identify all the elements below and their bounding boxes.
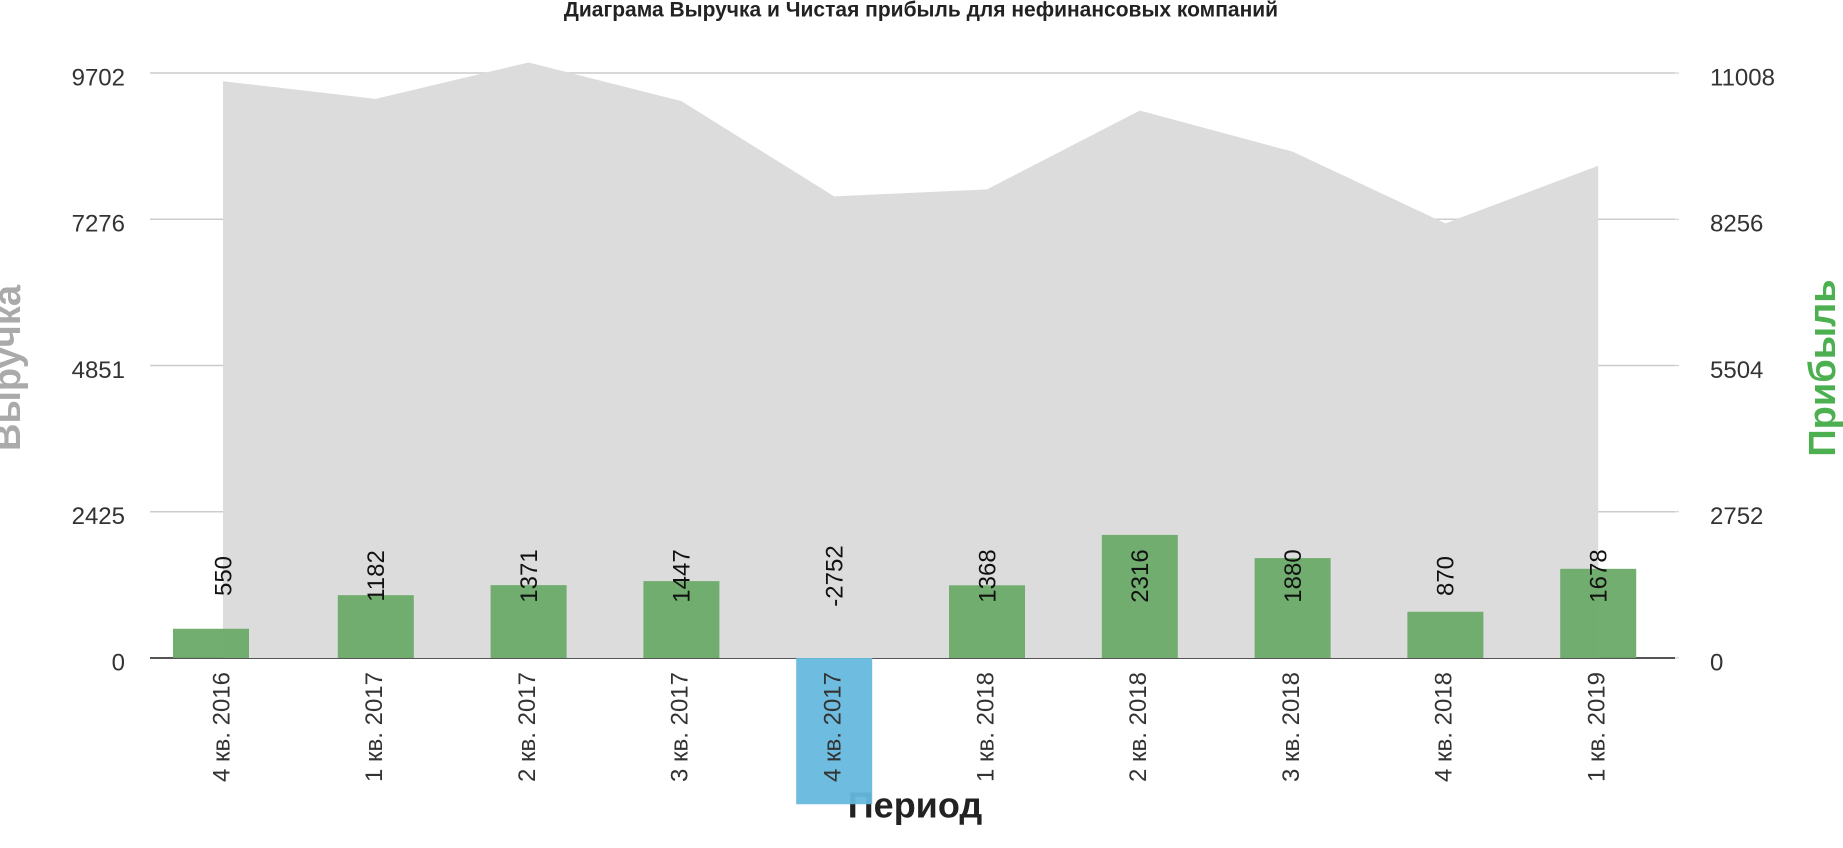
x-tick-label: 4 кв. 2017: [820, 672, 847, 782]
x-tick-label: 2 кв. 2017: [514, 672, 541, 782]
data-label: 2316: [1127, 549, 1154, 602]
y-tick-label: 7276: [72, 211, 125, 238]
y2-tick-label: 11008: [1710, 64, 1775, 91]
bars: [173, 534, 1637, 805]
bar: [1560, 568, 1637, 658]
x-tick-label: 3 кв. 2018: [1278, 672, 1305, 782]
bar: [643, 581, 720, 658]
y2-axis-title: Прибыль: [1802, 279, 1843, 456]
x-tick-label: 4 кв. 2016: [208, 672, 235, 782]
revenue-area: [223, 62, 1599, 658]
bar: [1407, 611, 1484, 658]
data-label: 1678: [1586, 549, 1613, 602]
bar: [337, 595, 414, 658]
labels: 0 2425 4851 7276 9702 0 2752 5504 8256 11008 4 кв.…: [72, 64, 1775, 782]
areas: [223, 62, 1599, 658]
plot: 0 2425 4851 7276 9702 0 2752 5504 8256 11008 4 кв.…: [72, 62, 1775, 805]
y-axis-title: Выручка: [0, 284, 29, 451]
data-label: 550: [210, 556, 237, 596]
y2-tick-label: 5504: [1710, 357, 1763, 384]
y-tick-label: 0: [112, 649, 125, 676]
data-label: -2752: [822, 545, 849, 606]
y-tick-label: 9702: [72, 64, 125, 91]
data-label: 870: [1433, 556, 1460, 596]
y2-tick-label: 8256: [1710, 211, 1763, 238]
bar: [1101, 534, 1178, 658]
x-tick-label: 1 кв. 2019: [1584, 672, 1611, 782]
x-tick-label: 2 кв. 2018: [1125, 672, 1152, 782]
data-label: 1880: [1280, 549, 1307, 602]
data-label: 1447: [669, 549, 696, 602]
data-label: 1368: [974, 549, 1001, 602]
bar: [1254, 558, 1331, 658]
y-tick-label: 2425: [72, 503, 125, 530]
x-tick-label: 3 кв. 2017: [667, 672, 694, 782]
bar: [173, 628, 249, 658]
bar: [796, 658, 873, 805]
x-tick-label: 1 кв. 2018: [972, 672, 999, 782]
y-tick-label: 4851: [72, 357, 125, 384]
chart-title: Диаграма Выручка и Чистая прибыль для не…: [564, 0, 1278, 22]
data-label: 1371: [516, 549, 543, 602]
bar: [949, 585, 1025, 658]
x-tick-label: 4 кв. 2018: [1431, 672, 1458, 782]
y2-tick-label: 0: [1710, 649, 1723, 676]
x-tick-label: 1 кв. 2017: [361, 672, 388, 782]
y2-tick-label: 2752: [1710, 503, 1763, 530]
bar: [490, 585, 567, 658]
data-label: 1182: [363, 550, 390, 602]
